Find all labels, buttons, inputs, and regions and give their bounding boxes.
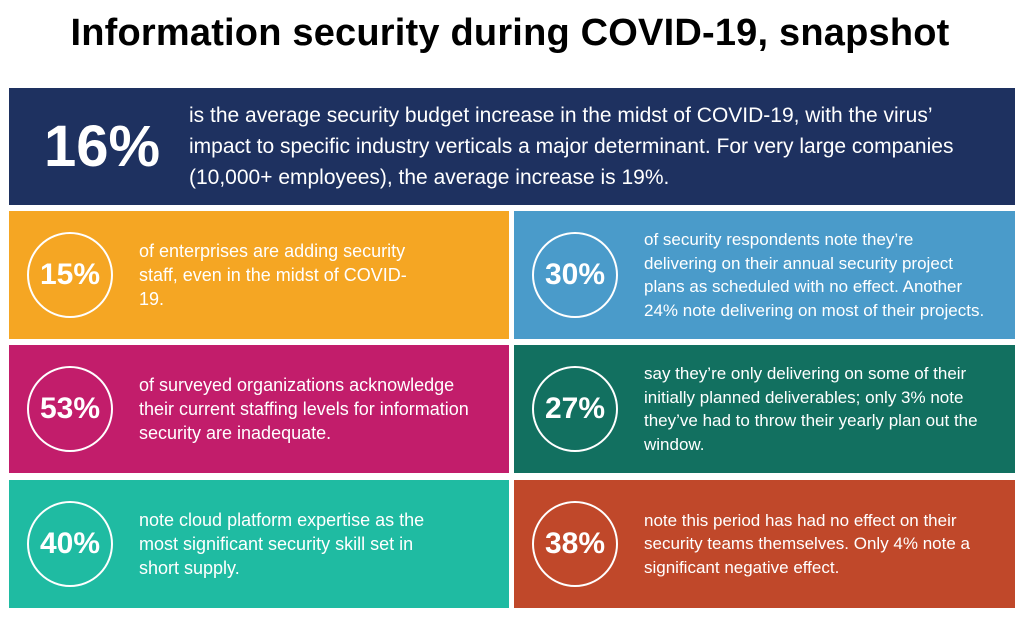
stat-circle: 38% <box>532 501 618 587</box>
page-title: Information security during COVID-19, sn… <box>70 12 950 54</box>
hero-stat-text: is the average security budget increase … <box>189 104 954 189</box>
stat-card-text: note cloud platform expertise as the mos… <box>139 510 425 578</box>
stat-circle: 15% <box>27 232 113 318</box>
stat-card-cloud-expertise: 40% note cloud platform expertise as the… <box>9 480 509 608</box>
hero-stat-panel: 16% is the average security budget incre… <box>9 88 1015 205</box>
stat-card-on-schedule: 30% of security respondents note they’re… <box>514 211 1015 339</box>
stat-card-partial-delivery: 27% say they’re only delivering on some … <box>514 345 1015 473</box>
stat-circle: 53% <box>27 366 113 452</box>
stat-card-staff-adding: 15% of enterprises are adding security s… <box>9 211 509 339</box>
stat-card-staffing-inadequate: 53% of surveyed organizations acknowledg… <box>9 345 509 473</box>
stat-circle: 30% <box>532 232 618 318</box>
stat-card-team-effect: 38% note this period has had no effect o… <box>514 480 1015 608</box>
stat-card-text: of security respondents note they’re del… <box>644 230 985 320</box>
stat-card-text: of enterprises are adding security staff… <box>139 241 407 309</box>
stat-card-text: of surveyed organizations acknowledge th… <box>139 375 469 443</box>
stat-card-text: say they’re only delivering on some of t… <box>644 364 978 454</box>
stat-circle: 40% <box>27 501 113 587</box>
stat-circle: 27% <box>532 366 618 452</box>
stat-card-text: note this period has had no effect on th… <box>644 510 970 577</box>
hero-stat-value: 16% <box>43 114 161 179</box>
